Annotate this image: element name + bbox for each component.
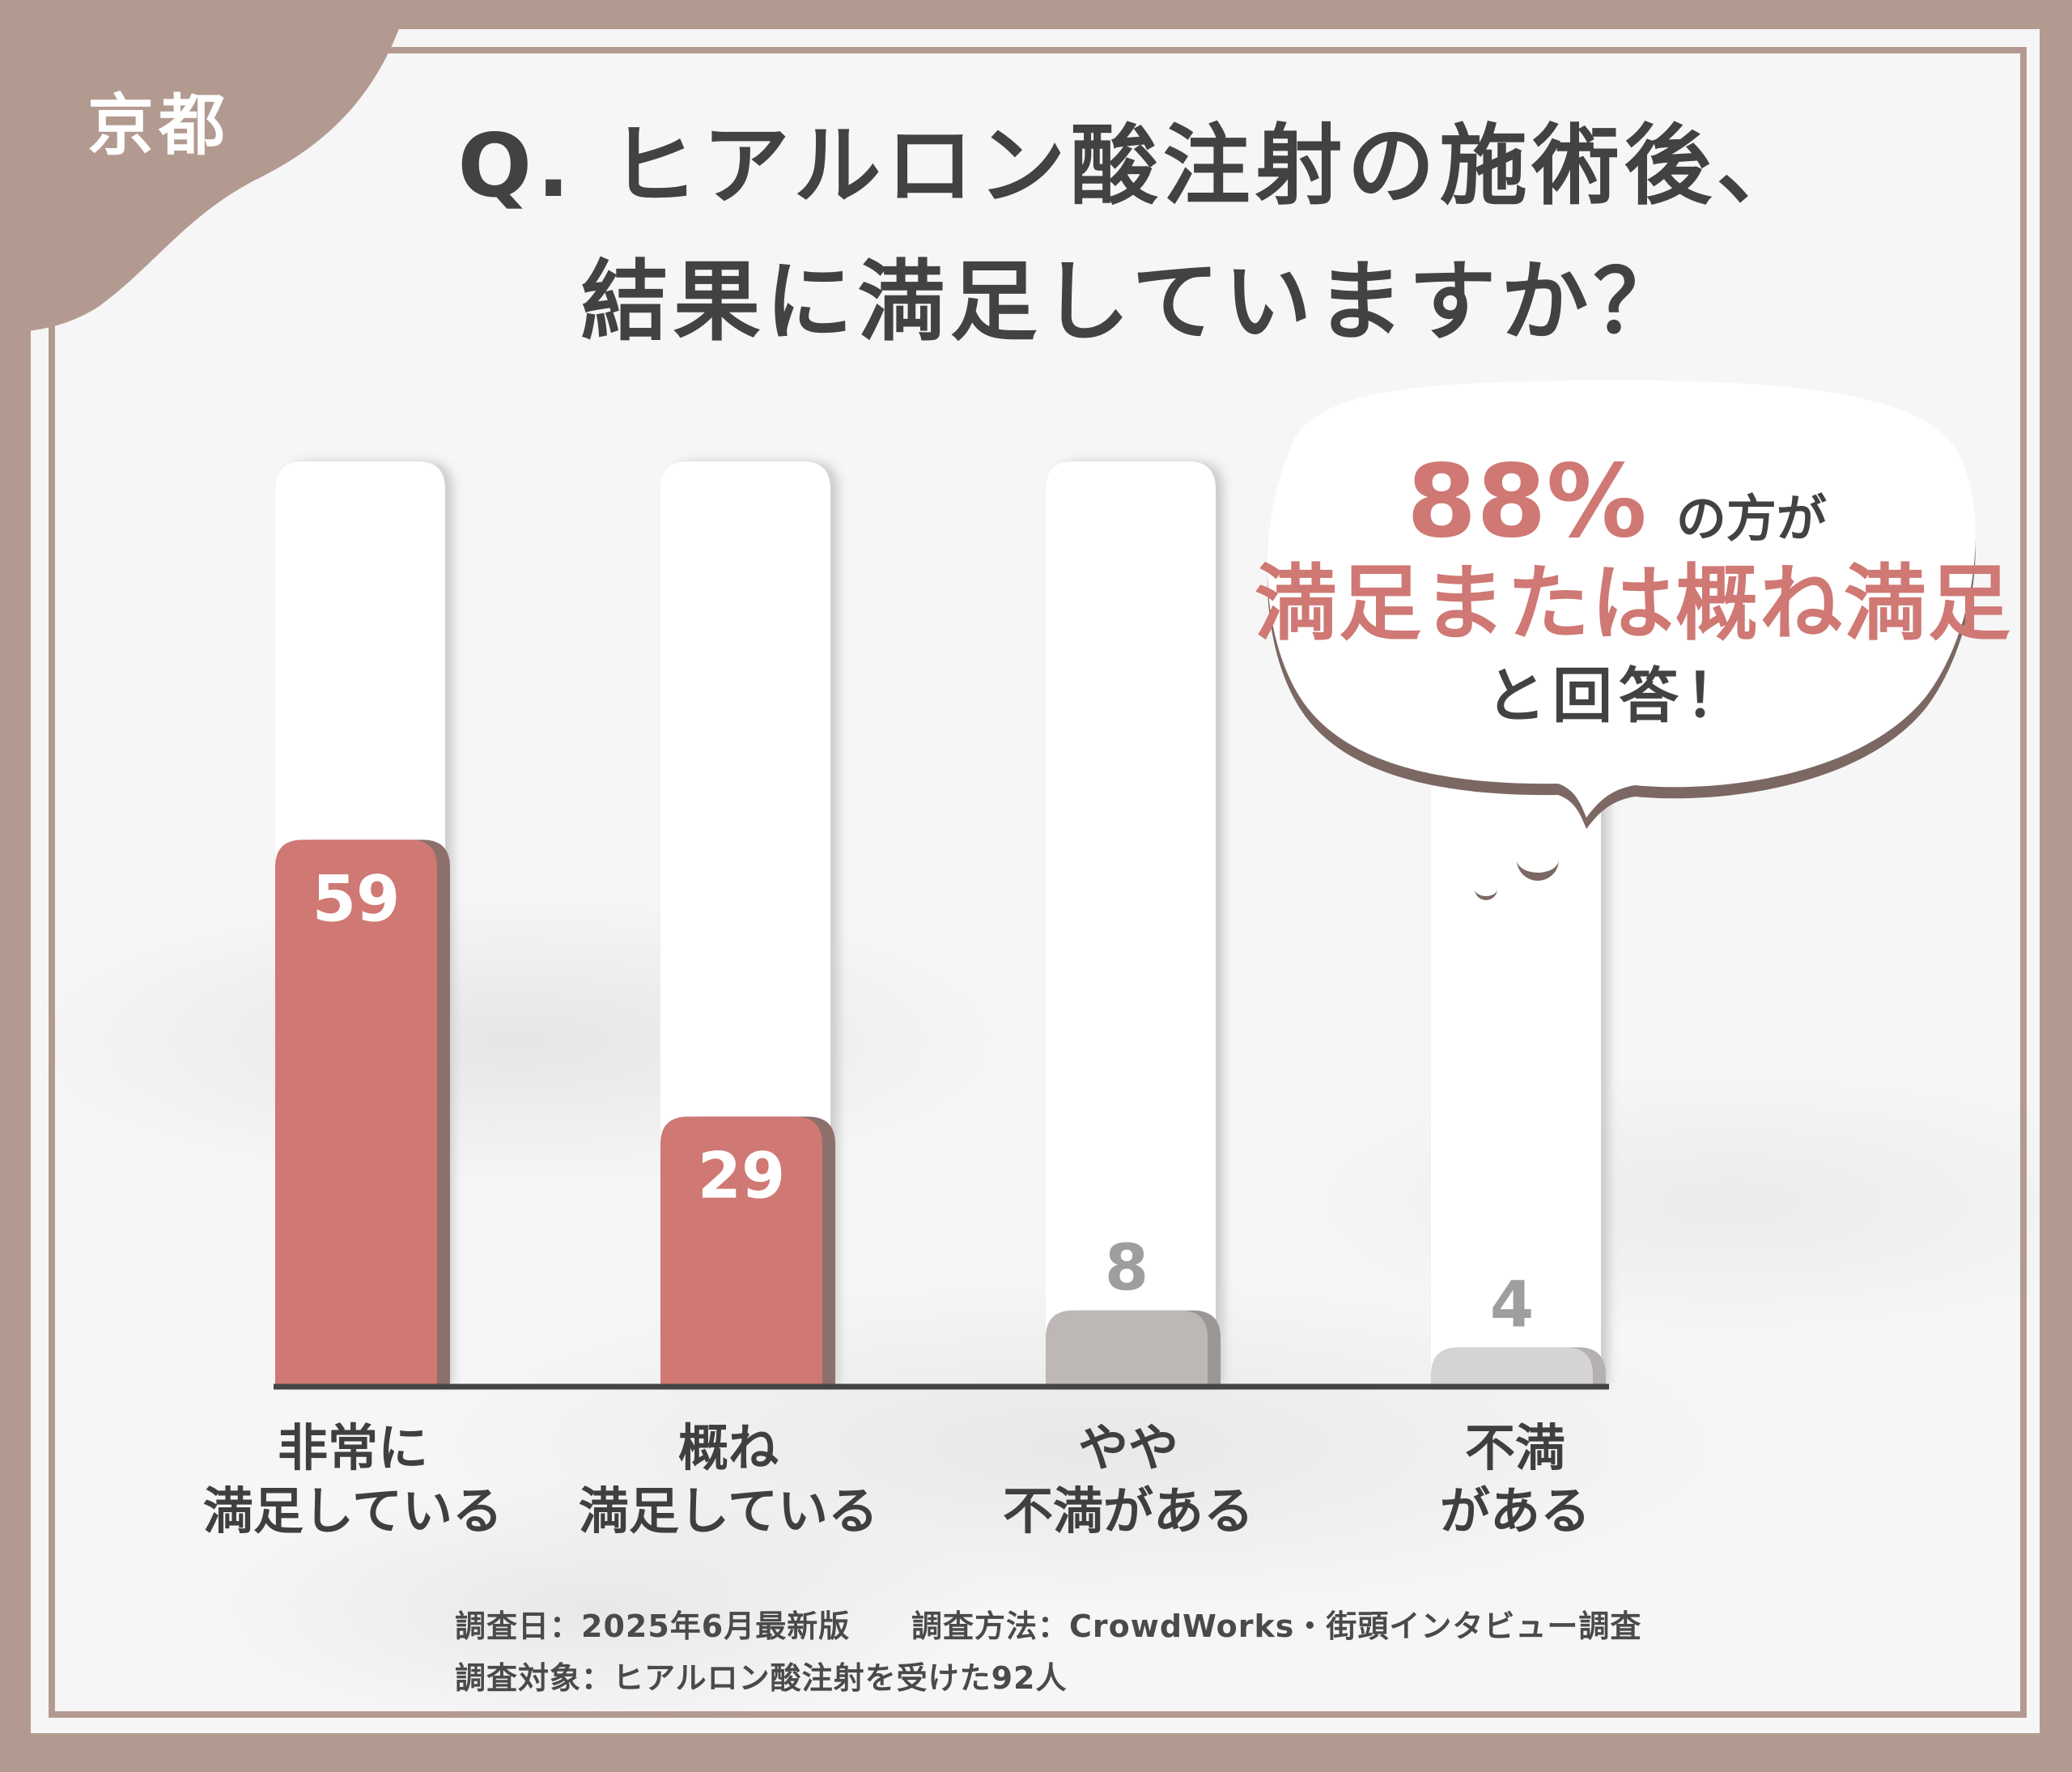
callout-highlight: 満足または概ね満足 <box>1255 556 2012 652</box>
x-tick-label-2-line-1: 概ね <box>677 1418 779 1477</box>
bar-value-label-2: 29 <box>698 1140 786 1213</box>
corner-blob <box>0 0 409 334</box>
bar-track-3 <box>1046 461 1216 1384</box>
footer-survey-target: 調査対象：ヒアルロン酸注射を受けた92人 <box>455 1660 1068 1696</box>
x-tick-label-1-line-2: 満足している <box>202 1481 503 1540</box>
bar-1 <box>275 839 437 1384</box>
bar-value-label-3: 8 <box>1105 1232 1149 1305</box>
callout-answer: と回答！ <box>1486 661 1751 731</box>
x-tick-label-1-line-1: 非常に <box>277 1418 428 1477</box>
x-tick-label-3: やや 不満がある <box>942 1417 1314 1543</box>
bar-3 <box>1046 1310 1208 1384</box>
x-tick-label-1: 非常に 満足している <box>167 1417 539 1543</box>
x-tick-label-3-line-2: 不満がある <box>1002 1481 1254 1540</box>
bar-value-label-4: 4 <box>1490 1268 1534 1341</box>
region-label: 京都 <box>87 87 231 164</box>
bar-4 <box>1431 1347 1593 1384</box>
x-tick-label-4-line-2: がある <box>1439 1481 1590 1540</box>
footer-survey-date: 調査日：2025年6月最新版 <box>455 1608 851 1644</box>
callout-percent-line: 88% の方が <box>1407 444 2072 560</box>
card <box>31 29 2040 1733</box>
bar-value-label-1: 59 <box>312 863 401 936</box>
title-line-1: Q. ヒアルロン酸注射の施術後、 <box>457 116 1809 217</box>
page-title: Q. ヒアルロン酸注射の施術後、 結果に満足していますか？ <box>0 99 2072 371</box>
x-tick-label-4: 不満 がある <box>1329 1417 1701 1543</box>
bar-2 <box>660 1116 822 1384</box>
callout-percent-suffix: の方が <box>1675 489 1827 548</box>
x-tick-label-4-line-1: 不満 <box>1464 1418 1565 1477</box>
footer-survey-method: 調査方法：CrowdWorks・街頭インタビュー調査 <box>911 1608 1642 1644</box>
callout-percent: 88% <box>1407 444 1647 560</box>
x-tick-label-3-line-1: やや <box>1077 1418 1178 1477</box>
title-line-2: 結果に満足していますか？ <box>580 252 1686 353</box>
x-tick-label-2-line-2: 満足している <box>578 1481 879 1540</box>
x-tick-label-2: 概ね 満足している <box>542 1417 915 1543</box>
